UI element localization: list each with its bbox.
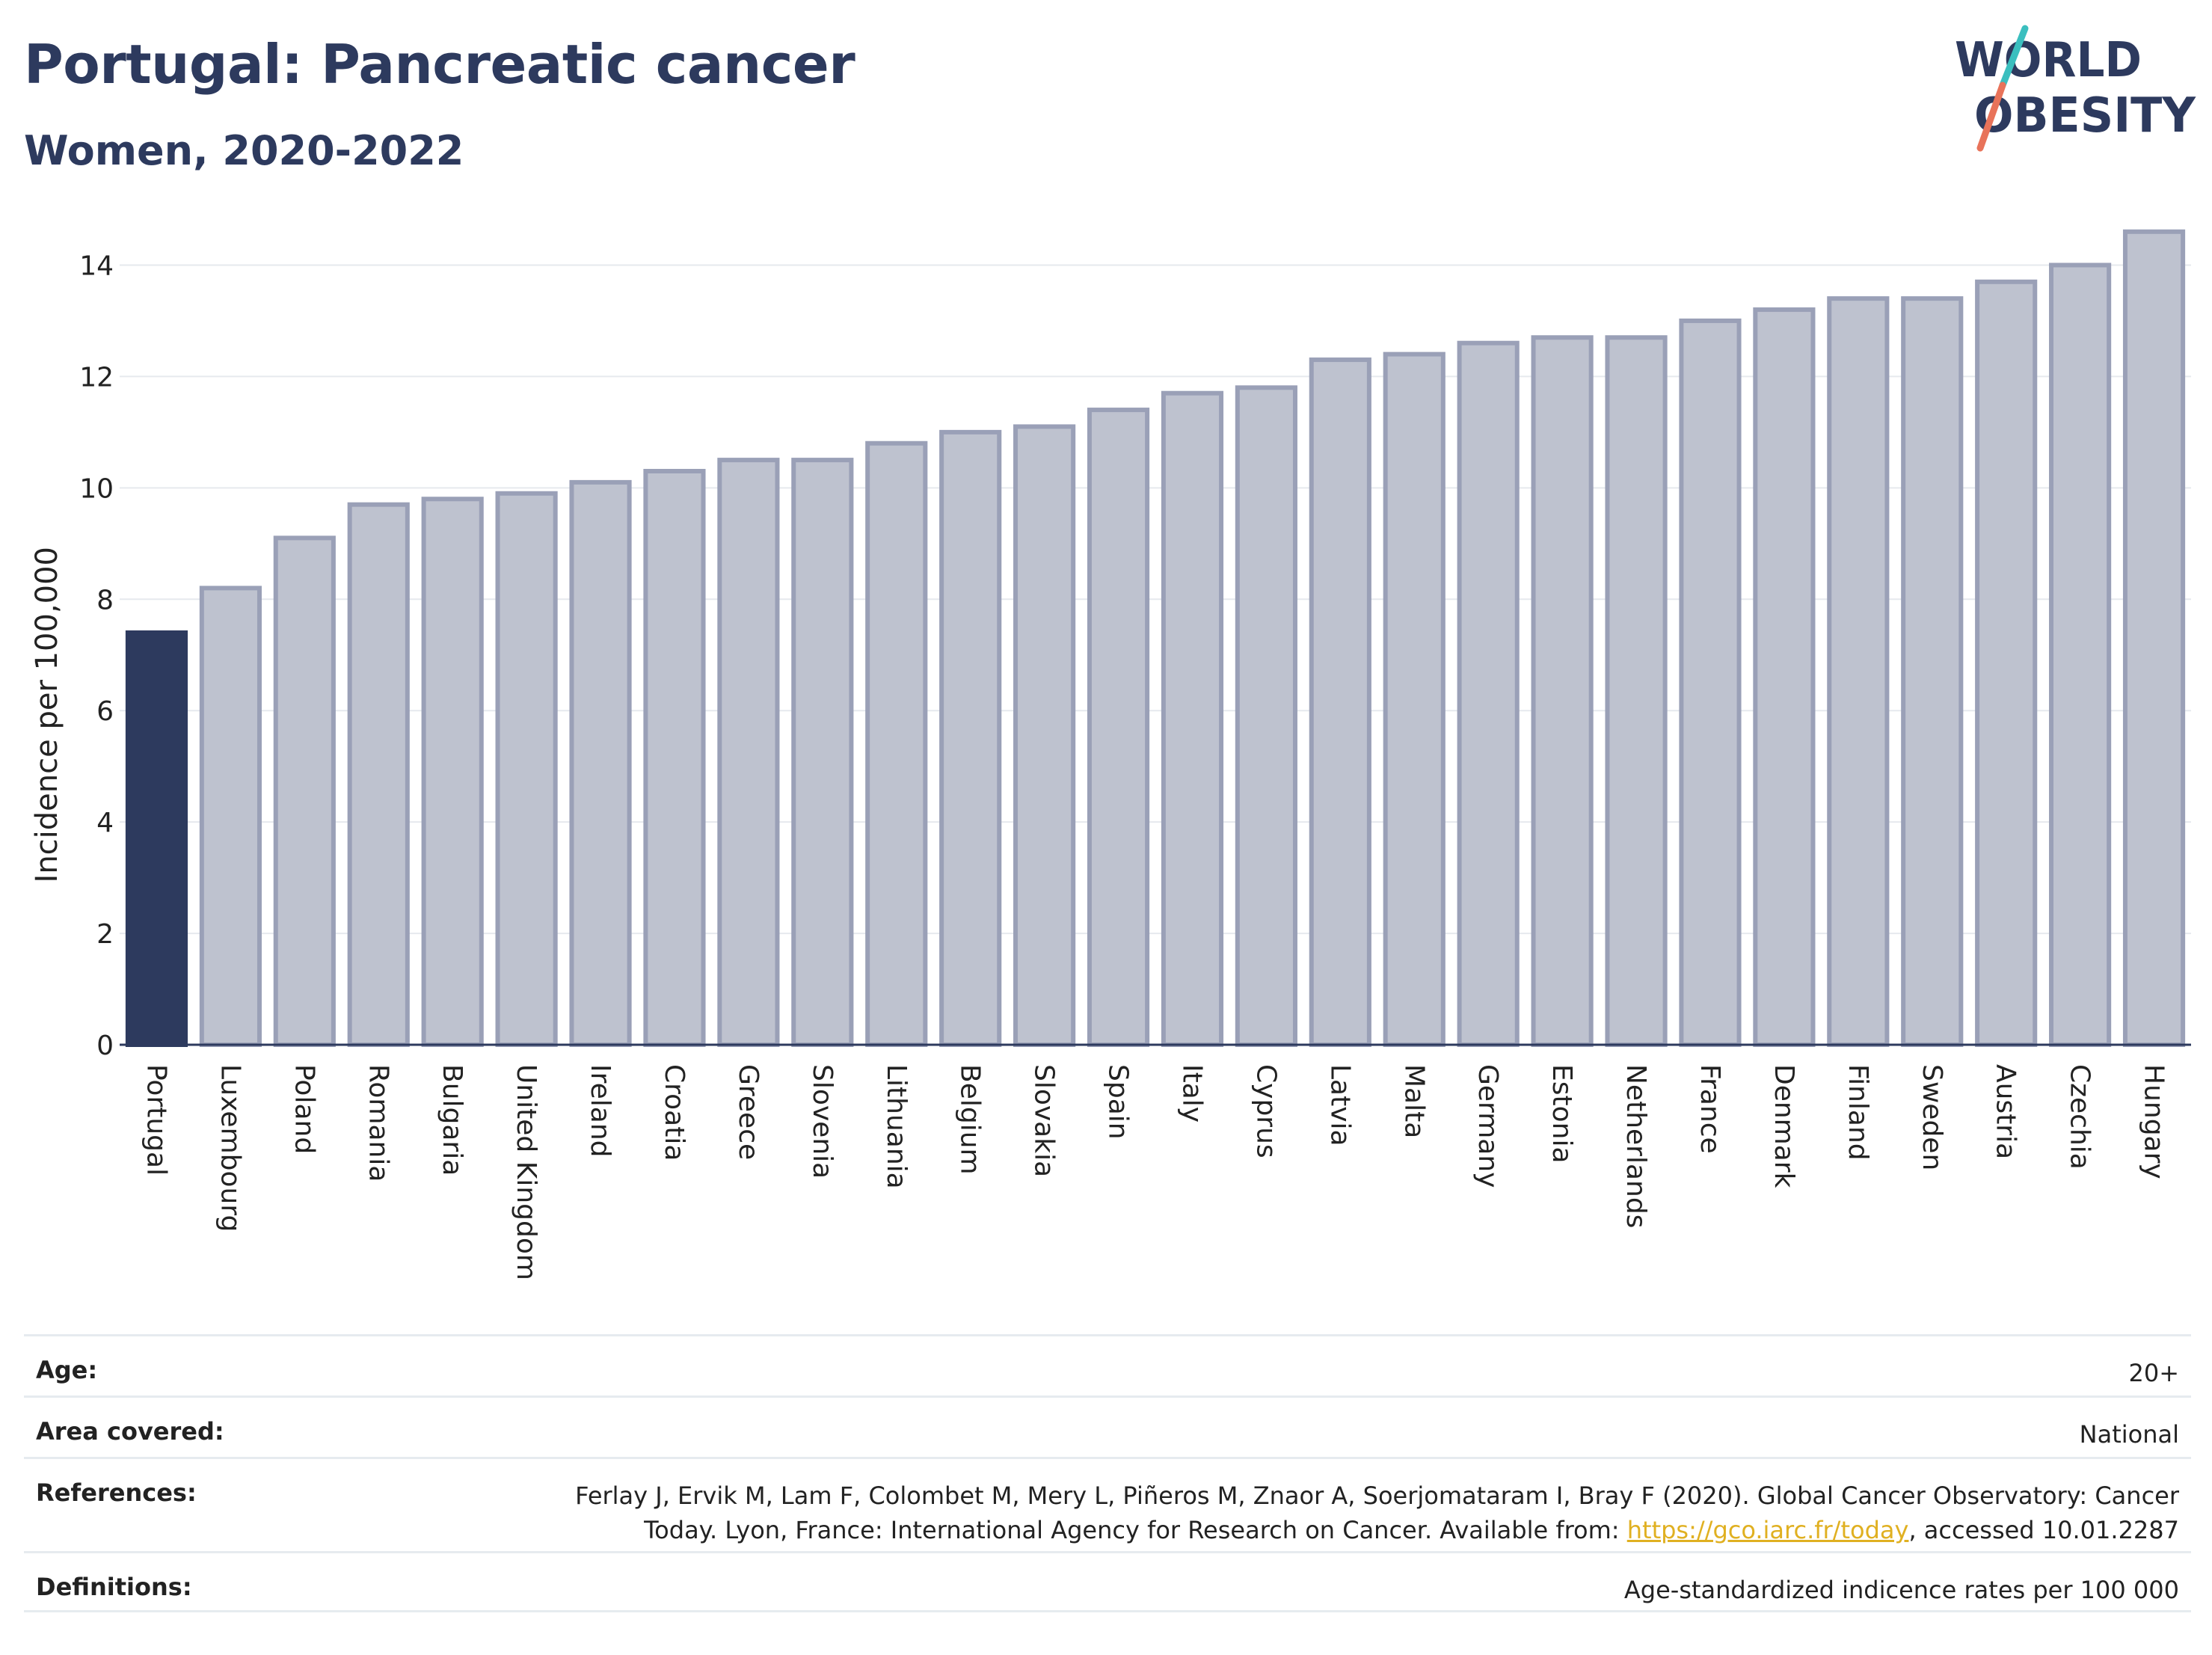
x-tick-label: Belgium	[955, 1064, 986, 1175]
y-tick-label: 8	[96, 585, 114, 615]
world-obesity-logo: WORLD OBESITY	[1955, 25, 2196, 152]
x-tick-label: Ireland	[585, 1064, 615, 1158]
x-tick-label: Latvia	[1324, 1064, 1355, 1146]
references-line2-pre: Today. Lyon, France: International Agenc…	[644, 1516, 1627, 1544]
bar-slovakia	[1013, 424, 1076, 1047]
bar-latvia	[1309, 357, 1371, 1047]
y-tick-label: 2	[96, 919, 114, 950]
x-tick-label: United Kingdom	[511, 1064, 541, 1280]
x-tick-label: Spain	[1103, 1064, 1134, 1140]
meta-references-label: References:	[36, 1479, 197, 1507]
bar-sweden	[1901, 296, 1964, 1047]
x-tick-label: Sweden	[1917, 1064, 1947, 1170]
bar-austria	[1975, 279, 2038, 1048]
references-line2-post: , accessed 10.01.2287	[1908, 1516, 2179, 1544]
bar-denmark	[1753, 307, 1816, 1048]
x-tick-label: Croatia	[659, 1064, 689, 1161]
x-tick-label: Slovakia	[1029, 1064, 1060, 1177]
x-tick-label: France	[1695, 1064, 1725, 1154]
meta-row-references: References: Ferlay J, Ervik M, Lam F, Co…	[24, 1457, 2191, 1551]
page-subtitle: Women, 2020-2022	[24, 127, 464, 174]
x-tick-label: Romania	[363, 1064, 393, 1182]
bar-france	[1679, 318, 1742, 1047]
bar-czechia	[2049, 262, 2112, 1047]
x-tick-label: Poland	[289, 1064, 319, 1154]
references-link[interactable]: https://gco.iarc.fr/today	[1626, 1516, 1909, 1544]
meta-age-value: 20+	[2128, 1359, 2179, 1387]
bar-germany	[1457, 340, 1520, 1048]
bar-belgium	[939, 429, 1002, 1047]
x-tick-label: Netherlands	[1620, 1064, 1651, 1228]
bar-romania	[347, 502, 410, 1047]
y-axis-title: Incidence per 100,000	[30, 547, 64, 883]
x-tick-label: Austria	[1991, 1064, 2021, 1159]
y-tick-label: 6	[96, 696, 114, 727]
x-tick-label: Malta	[1398, 1064, 1429, 1138]
bar-slovenia	[791, 458, 854, 1047]
x-tick-label: Germany	[1472, 1064, 1503, 1188]
references-line1: Ferlay J, Ervik M, Lam F, Colombet M, Me…	[575, 1481, 2179, 1510]
x-tick-label: Lithuania	[881, 1064, 912, 1189]
x-tick-label: Hungary	[2139, 1064, 2169, 1179]
x-tick-label: Czechia	[2065, 1064, 2095, 1170]
y-tick-label: 10	[79, 473, 114, 504]
metadata-table: Age: 20+ Area covered: National Referenc…	[24, 1334, 2191, 1612]
meta-area-value: National	[2079, 1420, 2179, 1449]
x-tick-label: Greece	[733, 1064, 764, 1160]
meta-definitions-label: Definitions:	[36, 1573, 192, 1601]
svg-text:OBESITY: OBESITY	[1974, 88, 2196, 144]
page-title: Portugal: Pancreatic cancer	[24, 33, 855, 96]
y-tick-label: 14	[79, 251, 114, 281]
bar-malta	[1383, 351, 1446, 1047]
meta-row-age: Age: 20+	[24, 1334, 2191, 1395]
x-tick-label: Italy	[1176, 1064, 1207, 1123]
bar-bulgaria	[421, 497, 484, 1047]
bar-lithuania	[865, 440, 928, 1047]
bar-cyprus	[1235, 385, 1297, 1047]
meta-references-value: Ferlay J, Ervik M, Lam F, Colombet M, Me…	[575, 1479, 2179, 1547]
x-tick-label: Denmark	[1769, 1064, 1799, 1188]
svg-text:WORLD: WORLD	[1955, 33, 2142, 88]
x-tick-label: Cyprus	[1250, 1064, 1281, 1158]
x-tick-labels: Portugal Luxembourg Poland Romania Bulgaria U…	[141, 1064, 2169, 1280]
bar-netherlands	[1605, 335, 1668, 1048]
x-tick-label: Bulgaria	[437, 1064, 467, 1176]
meta-age-label: Age:	[36, 1356, 98, 1384]
y-tick-labels: 0 2 4 6 8 10 12 14	[79, 251, 114, 1061]
y-tick-label: 4	[96, 808, 114, 838]
x-tick-label: Finland	[1843, 1064, 1873, 1161]
bar-finland	[1827, 296, 1890, 1047]
bar-croatia	[643, 468, 706, 1047]
x-tick-label: Portugal	[141, 1064, 171, 1176]
bar-estonia	[1531, 335, 1594, 1048]
x-tick-label: Slovenia	[807, 1064, 838, 1179]
bar-united-kingdom	[495, 491, 558, 1047]
bar-poland	[273, 535, 336, 1047]
y-tick-label: 0	[96, 1031, 114, 1061]
x-tick-label: Luxembourg	[215, 1064, 245, 1232]
bar-hungary	[2122, 229, 2186, 1048]
bar-chart: 0 2 4 6 8 10 12 14 Portugal Luxembourg Poland Roma…	[30, 229, 2191, 1280]
y-tick-label: 12	[79, 362, 114, 393]
x-tick-label: Estonia	[1546, 1064, 1577, 1164]
meta-area-label: Area covered:	[36, 1417, 224, 1446]
meta-row-definitions: Definitions: Age-standardized indicence …	[24, 1551, 2191, 1612]
bar-ireland	[569, 479, 632, 1047]
bar-portugal	[125, 630, 188, 1047]
meta-definitions-value: Age-standardized indicence rates per 100…	[1623, 1576, 2179, 1604]
bars	[125, 229, 2186, 1048]
bar-italy	[1161, 390, 1224, 1047]
bar-luxembourg	[199, 586, 262, 1047]
meta-row-area: Area covered: National	[24, 1395, 2191, 1457]
bar-spain	[1087, 408, 1150, 1047]
bar-greece	[717, 458, 780, 1047]
